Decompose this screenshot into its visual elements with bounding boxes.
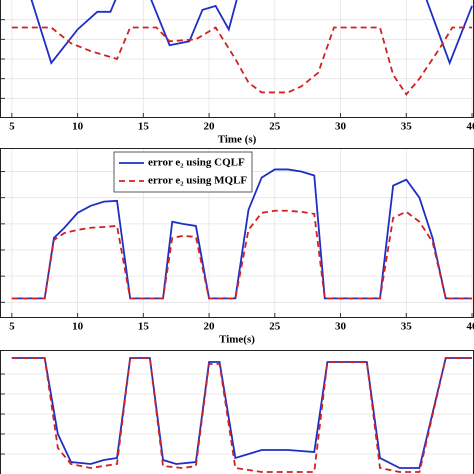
legend-label: error e₂ using MQLF	[148, 175, 247, 187]
legend-label: error e₂ using CQLF	[148, 157, 245, 169]
series-line	[11, 26, 473, 96]
x-tick-label: 15	[138, 121, 150, 133]
x-tick-label: 30	[335, 121, 347, 133]
x-tick-label: 25	[269, 121, 281, 133]
x-axis-label: Time(s)	[219, 334, 255, 346]
x-tick-label: 10	[72, 121, 84, 133]
legend-box	[113, 151, 253, 193]
x-tick-label: 5	[9, 321, 15, 333]
x-tick-label: 10	[72, 321, 84, 333]
x-tick-label: 20	[204, 121, 216, 133]
x-tick-label: 30	[335, 321, 347, 333]
series-line	[11, 357, 473, 473]
subplot: 5 10 15 20 25 30 35 40 Time (s)	[0, 0, 474, 146]
series-line	[30, 0, 473, 66]
subplot: 5 10 15 20 25 30 35 40 Time(s) error e₂ using CQL…	[0, 148, 474, 346]
x-axis-label: Time (s)	[218, 134, 257, 146]
x-tick-label: 35	[401, 321, 413, 333]
x-tick-label: 40	[467, 121, 474, 133]
subplot	[0, 350, 474, 474]
series-line	[11, 357, 473, 469]
x-tick-label: 25	[269, 321, 281, 333]
series-line	[11, 168, 473, 300]
x-tick-label: 15	[138, 321, 150, 333]
x-tick-label: 5	[9, 121, 15, 133]
x-tick-label: 20	[204, 321, 216, 333]
x-tick-label: 40	[467, 321, 474, 333]
x-tick-label: 35	[401, 121, 413, 133]
